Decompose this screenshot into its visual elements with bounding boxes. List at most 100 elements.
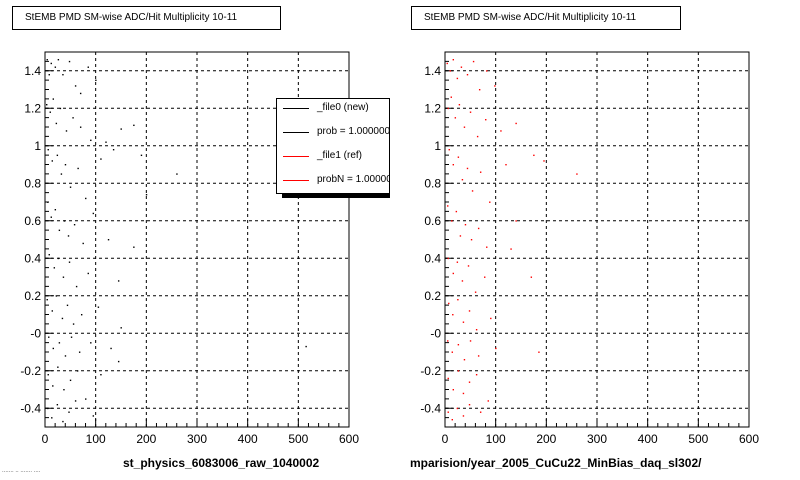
right-data-point [468,310,471,312]
right-data-point [457,344,460,346]
left-data-point [110,347,112,350]
right-data-point [468,404,471,406]
right-data-point [477,355,480,357]
right-y-tick-label: 0.4 [424,251,441,265]
left-y-tick-label: 0.6 [24,214,41,228]
left-data-point [54,66,57,68]
left-data-point [58,229,61,232]
right-data-point [456,407,459,410]
left-x-tick-label: 100 [86,432,106,446]
left-data-point [57,59,60,61]
left-data-point [56,404,59,406]
right-data-point [486,246,488,248]
legend: _file0 (new) prob = 1.000000 _file1 (ref… [276,98,390,194]
right-chart-title: StEMB PMD SM-wise ADC/Hit Multiplicity 1… [411,6,681,30]
right-y-tick-label: -0.2 [420,364,441,378]
right-data-point [486,70,488,72]
right-data-point [457,370,460,372]
right-y-tick-label: 0.8 [424,176,441,190]
left-data-point [64,164,67,166]
left-data-point [47,374,49,376]
corner-note: ....... .. ....... .... [2,468,41,474]
right-data-point [456,77,459,80]
right-data-point [479,411,482,413]
left-data-point [63,220,66,222]
left-x-tick-label: 300 [187,432,207,446]
right-data-point [447,257,449,260]
right-data-point [451,419,453,421]
right-data-point [479,171,482,173]
left-data-point [56,154,59,157]
left-data-point [80,314,83,316]
right-data-point [505,164,507,166]
left-data-point [73,224,76,226]
left-data-point [77,167,79,170]
right-data-point [462,415,465,417]
left-data-point [67,235,70,237]
left-data-point [52,98,55,100]
left-data-point [65,130,68,132]
left-data-point [85,197,87,200]
right-data-point [515,122,517,125]
left-data-point [50,62,52,65]
right-data-point [456,261,459,263]
left-y-tick-label: 0.4 [24,251,41,265]
right-data-point [468,381,471,383]
right-data-point [457,299,459,301]
legend-entry-file1: _file1 (ref) [277,147,389,171]
right-data-point [457,156,460,158]
left-y-tick-label: -0 [30,326,41,340]
left-y-tick-label: -0.2 [20,364,41,378]
legend-entry-probn: probN = 1.000000 [277,171,389,193]
left-data-point [51,310,53,312]
left-x-tick-label: 600 [339,432,359,446]
right-data-point [451,220,453,222]
right-data-point [447,107,449,110]
left-y-tick-label: 1.4 [24,64,41,78]
left-data-point [66,304,69,307]
left-data-point [51,160,53,162]
right-y-tick-label: -0.4 [420,401,441,415]
left-data-point [133,124,135,127]
left-data-point [97,306,100,308]
right-y-tick-label: -0 [430,326,441,340]
right-data-point [451,351,453,353]
right-data-point [576,173,578,175]
left-data-point [47,407,49,410]
right-data-point [489,201,491,203]
left-data-point [47,149,49,151]
left-data-point [95,79,97,82]
right-data-point [487,400,489,402]
left-data-point [79,126,82,128]
left-y-tick-label: 1 [34,139,41,153]
right-data-point [458,104,461,106]
right-y-tick-label: 0.2 [424,289,441,303]
right-x-tick-label: 300 [587,432,607,446]
left-data-point [48,254,50,256]
left-data-point [46,104,48,106]
left-data-point [72,117,74,119]
right-data-point [469,340,472,342]
right-data-point [448,149,450,151]
right-data-point [452,389,455,391]
right-data-point [462,321,465,323]
right-data-point [466,167,469,170]
right-data-point [460,66,463,68]
left-data-point [78,351,81,353]
left-data-point [68,60,71,63]
left-data-point [90,139,92,142]
legend-entry-prob: prob = 1.000000 [277,123,389,147]
left-data-point [61,317,64,320]
left-data-point [305,345,307,348]
right-data-point [476,135,479,138]
right-data-point [530,276,533,278]
left-data-point [145,194,148,196]
right-x-tick-label: 600 [739,432,759,446]
right-data-point [515,220,517,222]
left-data-point [60,173,63,175]
left-data-point [117,280,120,282]
left-data-point [92,212,95,215]
left-data-point [68,261,71,263]
right-data-point [449,70,451,72]
right-data-point [484,276,486,278]
